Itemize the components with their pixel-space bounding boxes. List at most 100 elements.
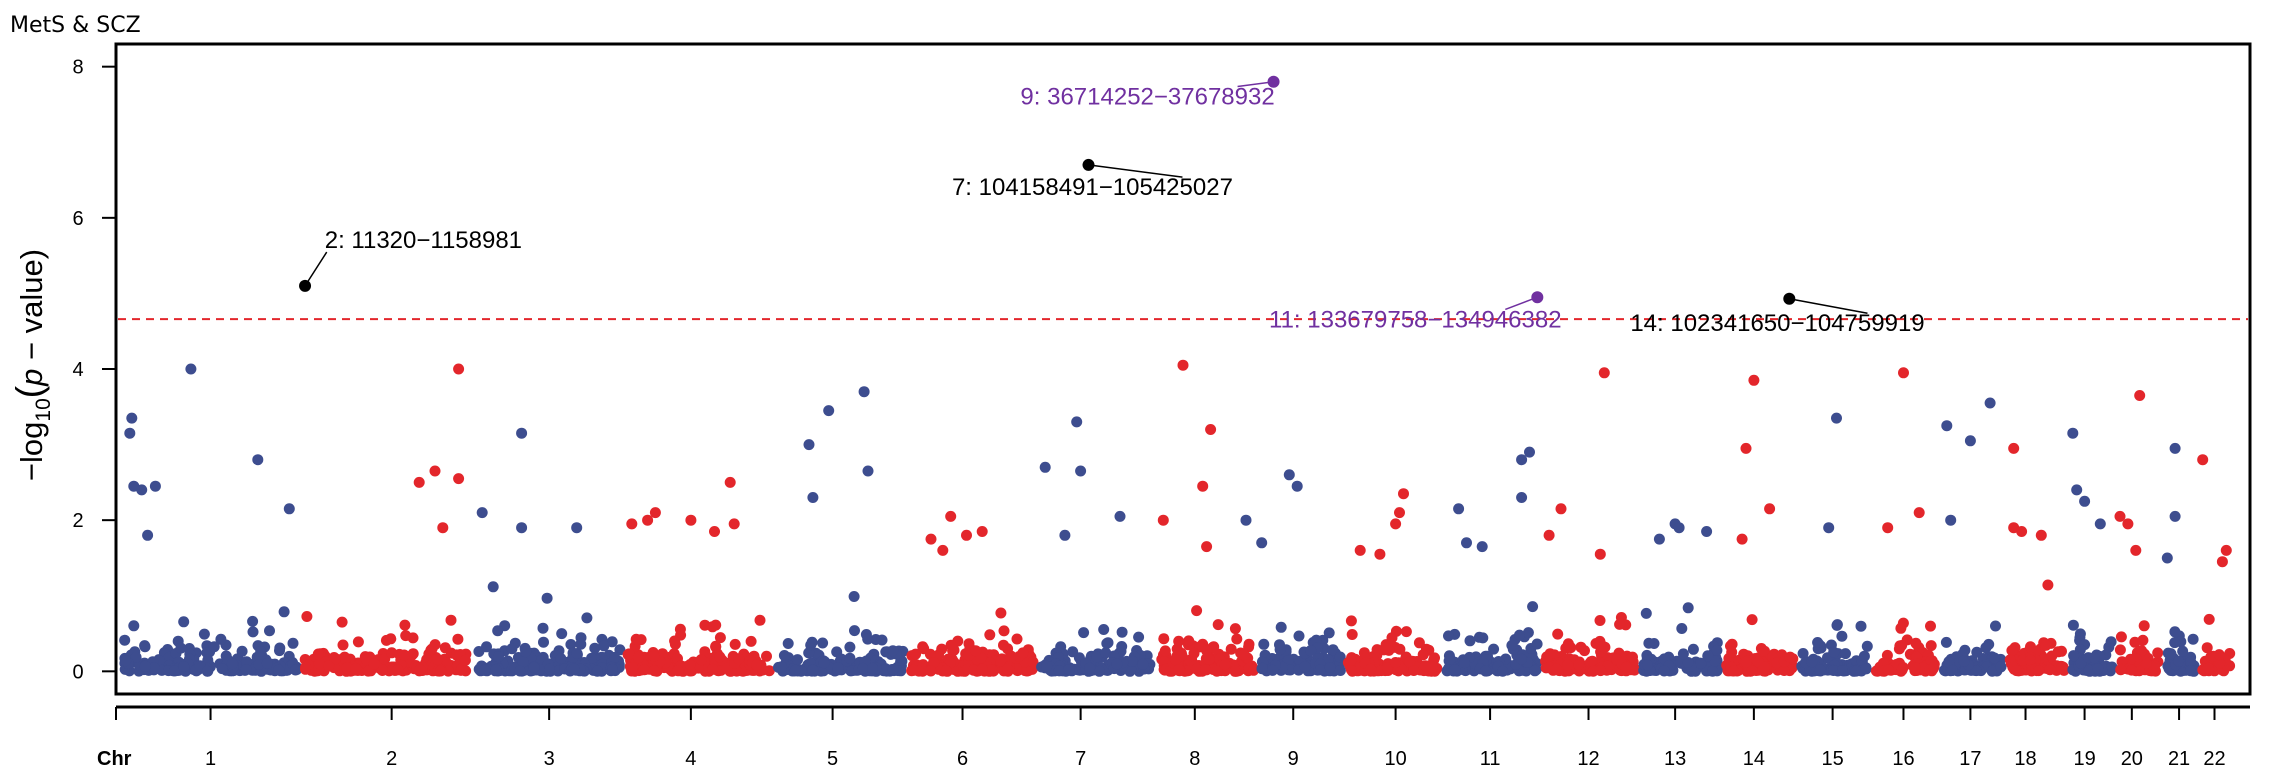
snp-point xyxy=(1506,639,1518,651)
snp-point xyxy=(862,633,874,645)
snp-point xyxy=(2068,650,2080,662)
snp-point-peak xyxy=(149,480,161,492)
snp-point xyxy=(1400,626,1412,638)
snp-point-peak xyxy=(1964,435,1976,447)
snp-point xyxy=(240,664,252,676)
snp-point xyxy=(1488,643,1500,655)
annotation-leader-line xyxy=(1237,81,1274,88)
snp-point-peak xyxy=(252,454,264,466)
snp-point xyxy=(2165,648,2177,660)
snp-point xyxy=(1429,652,1440,664)
snp-point xyxy=(1814,664,1826,676)
snp-point xyxy=(1522,627,1534,639)
snp-point xyxy=(1191,605,1203,617)
lead-snp-point xyxy=(1531,291,1544,304)
snp-point xyxy=(339,654,351,666)
snp-point xyxy=(1840,648,1851,660)
snp-point xyxy=(925,665,937,677)
snp-point-peak xyxy=(142,529,154,541)
snp-point xyxy=(1896,663,1908,675)
chromosome-label: 19 xyxy=(2073,748,2095,770)
snp-point xyxy=(1191,663,1203,675)
snp-point xyxy=(1514,629,1525,641)
snp-point xyxy=(336,616,348,628)
snp-point xyxy=(1682,657,1694,668)
snp-point xyxy=(2042,579,2054,591)
snp-point xyxy=(565,639,577,650)
snp-point xyxy=(1562,659,1574,671)
snp-point xyxy=(1925,620,1936,632)
chromosome-label: 10 xyxy=(1384,748,1406,770)
snp-point xyxy=(1345,615,1357,627)
snp-point xyxy=(623,648,635,660)
snp-point xyxy=(1219,659,1231,671)
snp-point xyxy=(2129,636,2141,648)
snp-point xyxy=(776,661,788,673)
snp-point xyxy=(733,653,745,665)
lead-snp-point xyxy=(1082,158,1095,171)
snp-point xyxy=(1200,664,1211,676)
snp-point xyxy=(581,612,593,624)
snp-point xyxy=(399,619,411,631)
snp-point xyxy=(247,615,259,627)
annotation-leader-line xyxy=(1088,164,1183,178)
snp-point xyxy=(714,632,726,644)
snp-point xyxy=(556,628,568,640)
snp-point xyxy=(1614,618,1626,630)
snp-point xyxy=(1002,663,1013,675)
y-tick-label: 2 xyxy=(72,510,83,532)
lead-snp-point xyxy=(1267,75,1280,88)
snp-point xyxy=(571,648,583,659)
snp-point xyxy=(751,659,762,671)
snp-point-peak xyxy=(1524,446,1535,458)
snp-point-peak xyxy=(1114,510,1126,522)
snp-point xyxy=(139,640,151,652)
snp-point xyxy=(2006,645,2018,656)
snp-point xyxy=(1595,665,1607,677)
snp-point-peak xyxy=(126,412,138,424)
snp-point xyxy=(1201,645,1213,657)
snp-point xyxy=(754,614,766,626)
chromosome-label: 8 xyxy=(1189,748,1200,770)
snp-point-peak xyxy=(685,514,697,526)
snp-point xyxy=(1778,665,1790,676)
snp-point xyxy=(1258,638,1270,650)
snp-point xyxy=(985,664,997,676)
snp-point xyxy=(1011,633,1023,645)
snp-point xyxy=(607,663,618,675)
snp-point xyxy=(1084,662,1096,674)
snp-point xyxy=(1334,665,1346,676)
snp-point xyxy=(1002,643,1014,655)
snp-point xyxy=(1419,660,1431,672)
snp-point-peak xyxy=(1701,526,1713,537)
snp-point xyxy=(2025,654,2036,666)
snp-point xyxy=(1380,642,1392,654)
snp-point xyxy=(1078,627,1090,639)
snp-point xyxy=(514,665,526,677)
snp-point-peak xyxy=(1256,537,1268,549)
snp-point xyxy=(1203,653,1215,665)
snp-point-peak xyxy=(1394,507,1405,519)
x-axis-title: Chr xyxy=(97,748,132,770)
snp-point xyxy=(215,633,227,645)
snp-point xyxy=(1323,627,1335,639)
snp-point xyxy=(1897,617,1909,629)
snp-point xyxy=(598,640,610,652)
snp-point xyxy=(1345,664,1357,676)
snp-point xyxy=(452,633,464,645)
snp-point xyxy=(2056,645,2067,657)
y-axis-label-sub: 10 xyxy=(32,398,55,421)
snp-point xyxy=(1404,656,1416,668)
snp-point-peak xyxy=(2094,518,2106,530)
snp-point-peak xyxy=(2067,427,2079,439)
lead-snp-point xyxy=(1783,292,1796,305)
chromosome-label: 3 xyxy=(544,748,555,770)
snp-point xyxy=(880,663,891,675)
snp-point-peak xyxy=(2130,544,2142,556)
chromosome-label: 22 xyxy=(2203,748,2225,770)
snp-point xyxy=(844,641,856,653)
snp-point xyxy=(782,638,794,649)
snp-point-peak xyxy=(1390,518,1402,530)
snp-point xyxy=(940,665,952,677)
snp-point xyxy=(2115,664,2127,676)
